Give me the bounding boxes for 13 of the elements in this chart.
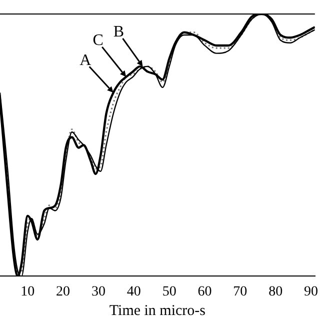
x-tick-label: 10	[20, 284, 35, 300]
x-tick-label: 60	[198, 284, 212, 300]
annotation: C	[92, 32, 104, 50]
x-tick-label: 20	[56, 284, 70, 300]
x-tick-label: 30	[91, 284, 106, 300]
x-tick-label: 90	[304, 284, 318, 300]
x-tick-label: 80	[268, 284, 283, 300]
annotation: B	[113, 24, 124, 41]
x-axis-title: Time in micro-s	[109, 302, 206, 319]
x-tick-label: 40	[126, 284, 141, 300]
x-tick-label: 70	[233, 284, 248, 300]
x-tick-label: 50	[162, 284, 176, 300]
annotation: A	[80, 52, 92, 69]
